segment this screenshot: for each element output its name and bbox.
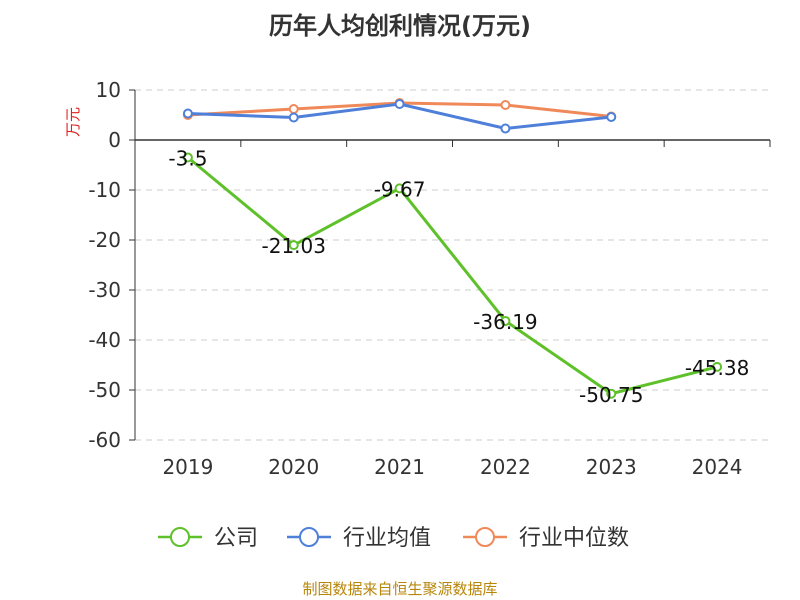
data-point[interactable] bbox=[394, 183, 405, 194]
legend-label: 行业均值 bbox=[343, 526, 431, 551]
y-tick-label: -30 bbox=[88, 278, 121, 302]
data-label: -21.03 bbox=[262, 234, 326, 258]
x-tick-label: 2022 bbox=[480, 455, 531, 479]
legend-item[interactable]: 行业中位数 bbox=[463, 526, 629, 551]
y-tick-label: -60 bbox=[88, 428, 121, 452]
legend-label: 公司 bbox=[214, 526, 258, 551]
source-note: 制图数据来自恒生聚源数据库 bbox=[302, 580, 498, 598]
y-tick-label: -50 bbox=[88, 378, 121, 402]
y-tick-label: 10 bbox=[96, 78, 121, 102]
data-point[interactable] bbox=[606, 388, 617, 399]
data-point[interactable] bbox=[394, 99, 405, 109]
data-point[interactable] bbox=[288, 104, 299, 114]
data-point[interactable] bbox=[288, 240, 299, 251]
legend-swatch-marker bbox=[475, 527, 495, 547]
data-point[interactable] bbox=[182, 152, 193, 163]
x-tick-label: 2024 bbox=[692, 455, 743, 479]
axes: 10 0 -10 -20 -30 -40 -50 -60 2019 2020 2021 2022 202… bbox=[64, 78, 771, 479]
y-tick-label: -20 bbox=[88, 228, 121, 252]
legend-item[interactable]: 行业均值 bbox=[287, 526, 431, 551]
series-line-1 bbox=[186, 156, 718, 396]
x-tick-label: 2019 bbox=[162, 455, 213, 479]
data-label: -3.5 bbox=[168, 147, 207, 171]
legend-swatch-marker bbox=[170, 527, 190, 547]
data-point[interactable] bbox=[606, 112, 617, 122]
data-point[interactable] bbox=[500, 123, 511, 134]
x-tick-label: 2021 bbox=[374, 455, 425, 479]
data-labels: -3.5 -21.03 -9.67 -36.19 -50.75 -45.38 bbox=[168, 147, 749, 407]
y-tick-label: 0 bbox=[108, 128, 121, 152]
data-point[interactable] bbox=[712, 361, 723, 372]
data-label: -50.75 bbox=[579, 383, 643, 407]
data-label: -36.19 bbox=[473, 310, 537, 334]
data-point[interactable] bbox=[500, 100, 511, 110]
series-layer bbox=[182, 98, 723, 399]
legend-label: 行业中位数 bbox=[519, 526, 629, 551]
data-label: -9.67 bbox=[374, 177, 426, 201]
data-label: -45.38 bbox=[685, 356, 749, 380]
data-point[interactable] bbox=[182, 108, 193, 119]
gridlines bbox=[135, 89, 770, 441]
y-tick-label: -10 bbox=[88, 178, 121, 202]
x-tick-label: 2023 bbox=[586, 455, 637, 479]
y-axis-unit: 万元 bbox=[64, 107, 82, 137]
legend-item[interactable]: 公司 bbox=[158, 526, 258, 551]
x-tick-label: 2020 bbox=[268, 455, 319, 479]
data-point[interactable] bbox=[288, 112, 299, 123]
chart-title: 历年人均创利情况(万元) bbox=[269, 12, 531, 40]
legend-swatch-marker bbox=[299, 527, 319, 547]
legend[interactable]: 公司 行业均值 行业中位数 bbox=[158, 526, 629, 551]
data-point[interactable] bbox=[500, 315, 511, 326]
y-tick-label: -40 bbox=[88, 328, 121, 352]
